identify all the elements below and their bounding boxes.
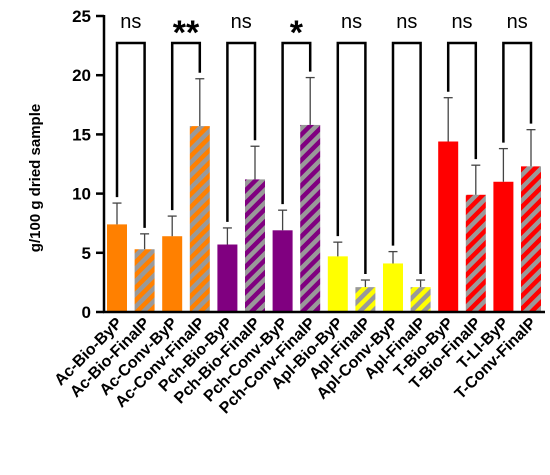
bar-16 xyxy=(521,166,541,312)
significance-label: ns xyxy=(341,11,362,33)
error-bars xyxy=(112,76,536,288)
significance-label: ns xyxy=(231,11,252,33)
error-bar-5 xyxy=(222,227,232,245)
error-bar-4 xyxy=(195,78,205,127)
bar-13 xyxy=(438,141,459,312)
bar-5 xyxy=(217,244,238,312)
y-tick-label: 10 xyxy=(72,185,91,204)
error-bar-6 xyxy=(250,145,260,180)
y-tick-label: 5 xyxy=(82,244,91,263)
significance-bracket-5 xyxy=(336,41,367,275)
bar-6 xyxy=(245,179,265,312)
significance-label: ns xyxy=(396,11,417,33)
significance-label: * xyxy=(290,14,304,52)
error-bar-9 xyxy=(333,241,343,257)
significance-bracket-6 xyxy=(391,41,422,275)
significance-brackets: ns ** ns * ns ns ns ns xyxy=(115,11,533,275)
bar-12 xyxy=(410,287,431,312)
y-tick-label: 0 xyxy=(82,303,91,322)
error-bar-8 xyxy=(305,76,315,125)
y-axis-label: g/100 g dried sample xyxy=(27,104,44,252)
bar-10 xyxy=(355,287,376,312)
error-bar-2 xyxy=(140,233,150,250)
error-bar-15 xyxy=(498,147,508,182)
significance-bracket-4 xyxy=(281,41,312,205)
significance-label: ns xyxy=(507,11,528,33)
significance-label: ns xyxy=(451,11,472,33)
bar-2 xyxy=(134,249,155,312)
bar-3 xyxy=(162,236,183,312)
significance-bracket-1 xyxy=(115,41,146,228)
error-bar-7 xyxy=(278,209,288,231)
bar-1 xyxy=(107,224,127,312)
bar-9 xyxy=(327,256,348,312)
significance-bracket-2 xyxy=(170,41,202,211)
y-tick-label: 15 xyxy=(72,125,91,144)
error-bar-14 xyxy=(471,164,481,195)
bar-7 xyxy=(272,230,293,312)
y-tick-label: 20 xyxy=(72,66,91,85)
significance-bracket-3 xyxy=(226,41,257,222)
bars xyxy=(107,124,541,312)
error-bar-10 xyxy=(360,279,370,288)
significance-bracket-8 xyxy=(502,41,533,143)
y-tick-label: 25 xyxy=(72,7,91,26)
significance-label: ns xyxy=(120,11,141,33)
error-bar-16 xyxy=(526,129,536,167)
bar-4 xyxy=(189,126,210,312)
error-bar-12 xyxy=(416,279,426,288)
error-bar-3 xyxy=(167,215,177,237)
significance-label: ** xyxy=(173,14,200,52)
bar-15 xyxy=(493,181,514,312)
bar-8 xyxy=(300,124,321,312)
bar-14 xyxy=(465,194,486,312)
significance-bracket-7 xyxy=(446,41,478,160)
error-bar-13 xyxy=(443,97,453,142)
error-bar-1 xyxy=(112,202,122,225)
error-bar-11 xyxy=(388,250,398,264)
bar-11 xyxy=(383,263,403,312)
